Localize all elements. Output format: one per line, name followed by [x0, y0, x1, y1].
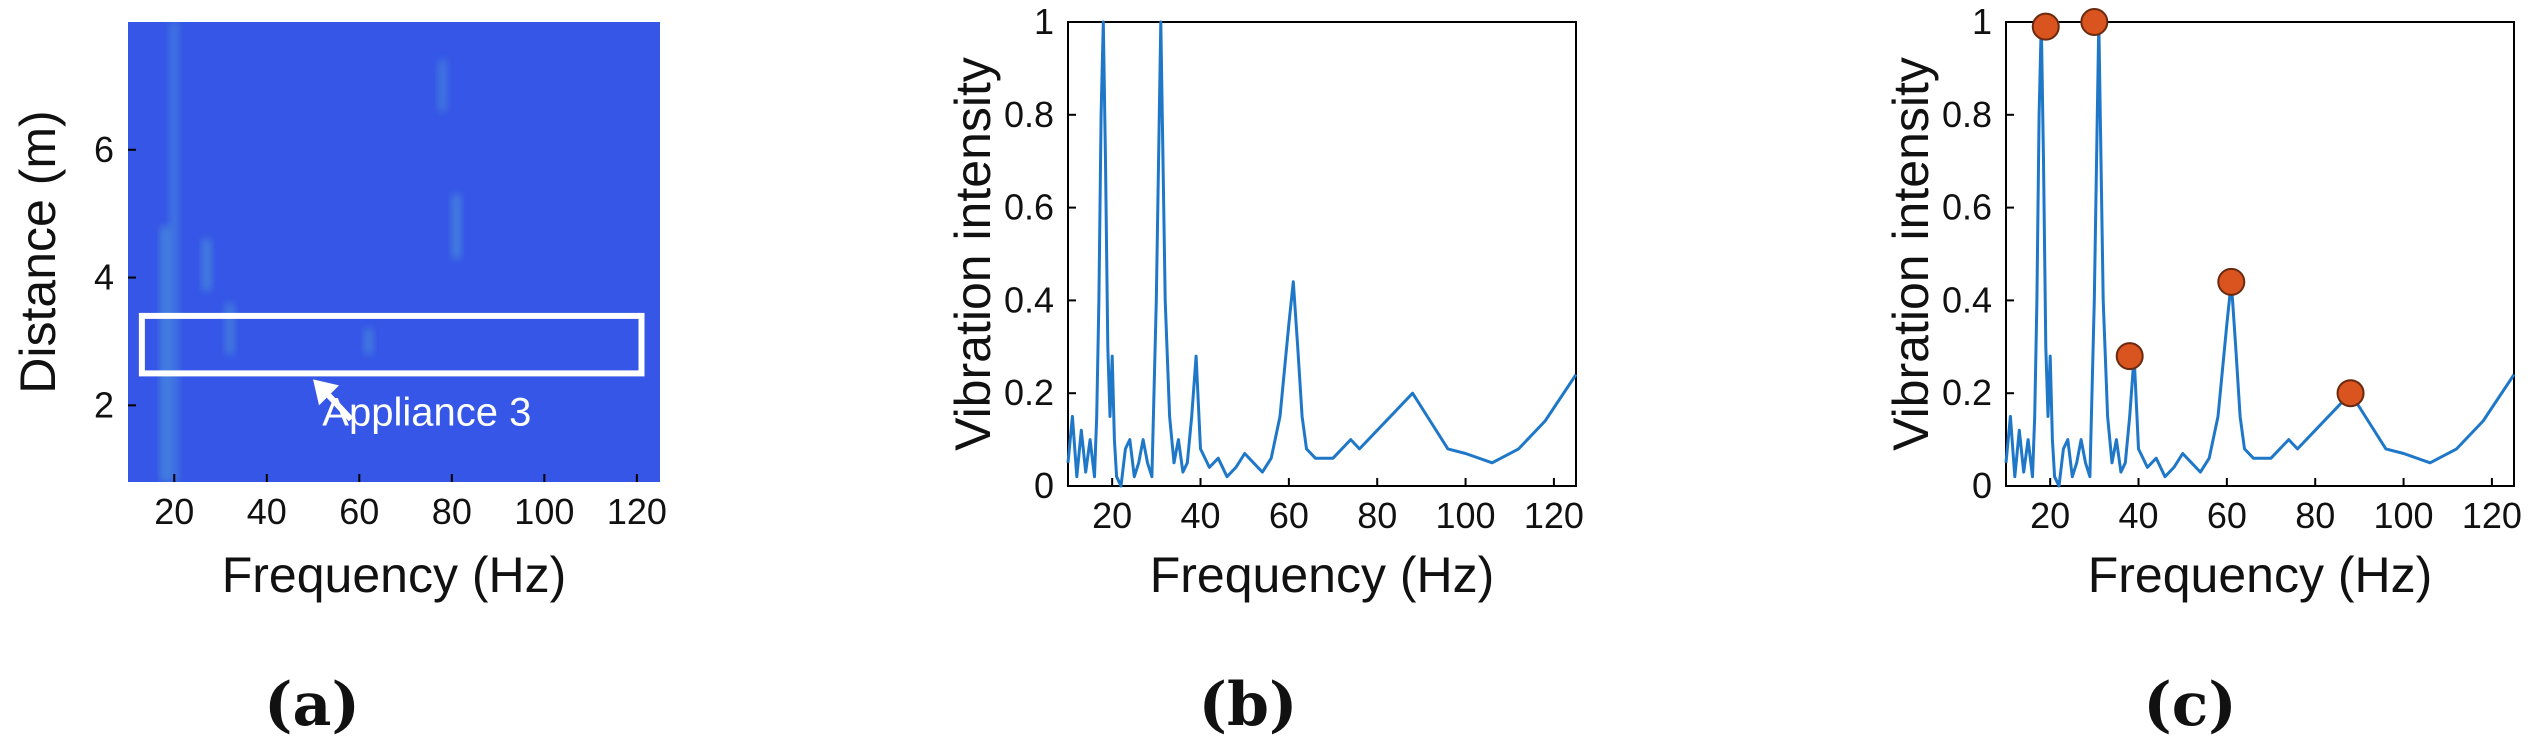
x-tick-label: 80: [2295, 495, 2335, 536]
x-ticks: 20 40 60 80 100 120: [1092, 478, 1584, 536]
x-tick-label: 40: [1180, 495, 1220, 536]
y-tick-label: 0.4: [1004, 279, 1054, 320]
panel-c: 20 40 60 80 100 120 0 0.2 0.4 0.6 0.8 1 Frequency …: [1883, 1, 2522, 740]
heatmap-feature: [452, 194, 461, 259]
peak-marker: [2080, 8, 2109, 36]
x-ticks: 20 40 60 80 100 120: [2030, 478, 2522, 536]
y-tick-label: 0.2: [1942, 372, 1992, 413]
y-tick-label: 0.8: [1942, 94, 1992, 135]
y-tick-label: 0.8: [1004, 94, 1054, 135]
heatmap-background: [128, 22, 660, 482]
x-tick-label: 60: [2207, 495, 2247, 536]
plot-frame: [1067, 21, 1577, 487]
panel-label-c: (c): [2143, 670, 2236, 740]
x-axis-label: Frequency (Hz): [222, 547, 567, 603]
y-tick-label: 0.6: [1004, 187, 1054, 228]
plot-frame: [2005, 21, 2515, 487]
x-ticks: 20 40 60 80 100 120: [154, 474, 667, 532]
y-tick-label: 0.6: [1942, 187, 1992, 228]
y-axis-label: Distance (m): [10, 110, 66, 393]
heatmap-feature: [202, 239, 211, 291]
annotation-arrowhead: [313, 379, 340, 406]
peak-marker: [2336, 379, 2365, 408]
y-tick-label: 0: [1972, 465, 1992, 506]
x-tick-label: 60: [339, 491, 379, 532]
x-tick-label: 20: [1092, 495, 1132, 536]
y-tick-label: 2: [94, 384, 114, 425]
x-tick-label: 60: [1269, 495, 1309, 536]
x-tick-label: 20: [154, 491, 194, 532]
y-tick-label: 0.2: [1004, 372, 1054, 413]
x-tick-label: 100: [514, 491, 574, 532]
x-tick-label: 40: [2118, 495, 2158, 536]
y-ticks: 0 0.2 0.4 0.6 0.8 1: [1004, 1, 1076, 506]
peak-marker: [2217, 267, 2246, 296]
annotation-appliance-3: Appliance 3: [322, 391, 531, 435]
y-tick-label: 6: [94, 129, 114, 170]
heatmap-feature: [364, 328, 373, 355]
heatmap-feature: [170, 22, 179, 482]
x-tick-label: 100: [2374, 495, 2434, 536]
heatmap-feature: [161, 226, 170, 482]
x-tick-label: 80: [432, 491, 472, 532]
heatmap-feature: [438, 60, 447, 112]
x-tick-label: 120: [607, 491, 667, 532]
heatmap-features: [161, 22, 461, 482]
panel-label-b: (b): [1199, 670, 1298, 740]
x-axis-label: Frequency (Hz): [2088, 547, 2433, 603]
panel-label-a: (a): [264, 670, 360, 740]
x-axis-label: Frequency (Hz): [1150, 547, 1495, 603]
y-tick-label: 0: [1034, 465, 1054, 506]
x-tick-label: 80: [1357, 495, 1397, 536]
x-tick-label: 120: [1524, 495, 1584, 536]
heatmap-feature: [225, 303, 234, 355]
peak-markers: [2031, 8, 2365, 408]
panel-a: Appliance 3 20 40 60 80 100 120 2 4 6 Frequency…: [10, 22, 667, 740]
peak-marker: [2031, 12, 2060, 41]
y-tick-label: 1: [1972, 1, 1992, 42]
y-tick-label: 4: [94, 257, 114, 298]
x-tick-label: 120: [2462, 495, 2522, 536]
panel-b: 20 40 60 80 100 120 0 0.2 0.4 0.6 0.8 1 Frequency …: [945, 1, 1584, 740]
highlight-box: [138, 312, 645, 377]
x-tick-label: 20: [2030, 495, 2070, 536]
y-axis-label: Vibration intensity: [945, 57, 1001, 451]
y-tick-label: 0.4: [1942, 279, 1992, 320]
y-ticks: 0 0.2 0.4 0.6 0.8 1: [1942, 1, 2014, 506]
y-tick-label: 1: [1034, 1, 1054, 42]
y-ticks: 2 4 6: [94, 129, 136, 425]
x-tick-label: 100: [1436, 495, 1496, 536]
y-axis-label: Vibration intensity: [1883, 57, 1939, 451]
x-tick-label: 40: [247, 491, 287, 532]
vibration-series-line: [1066, 20, 1578, 488]
peak-marker: [2115, 342, 2144, 371]
vibration-series-line: [2004, 20, 2516, 488]
